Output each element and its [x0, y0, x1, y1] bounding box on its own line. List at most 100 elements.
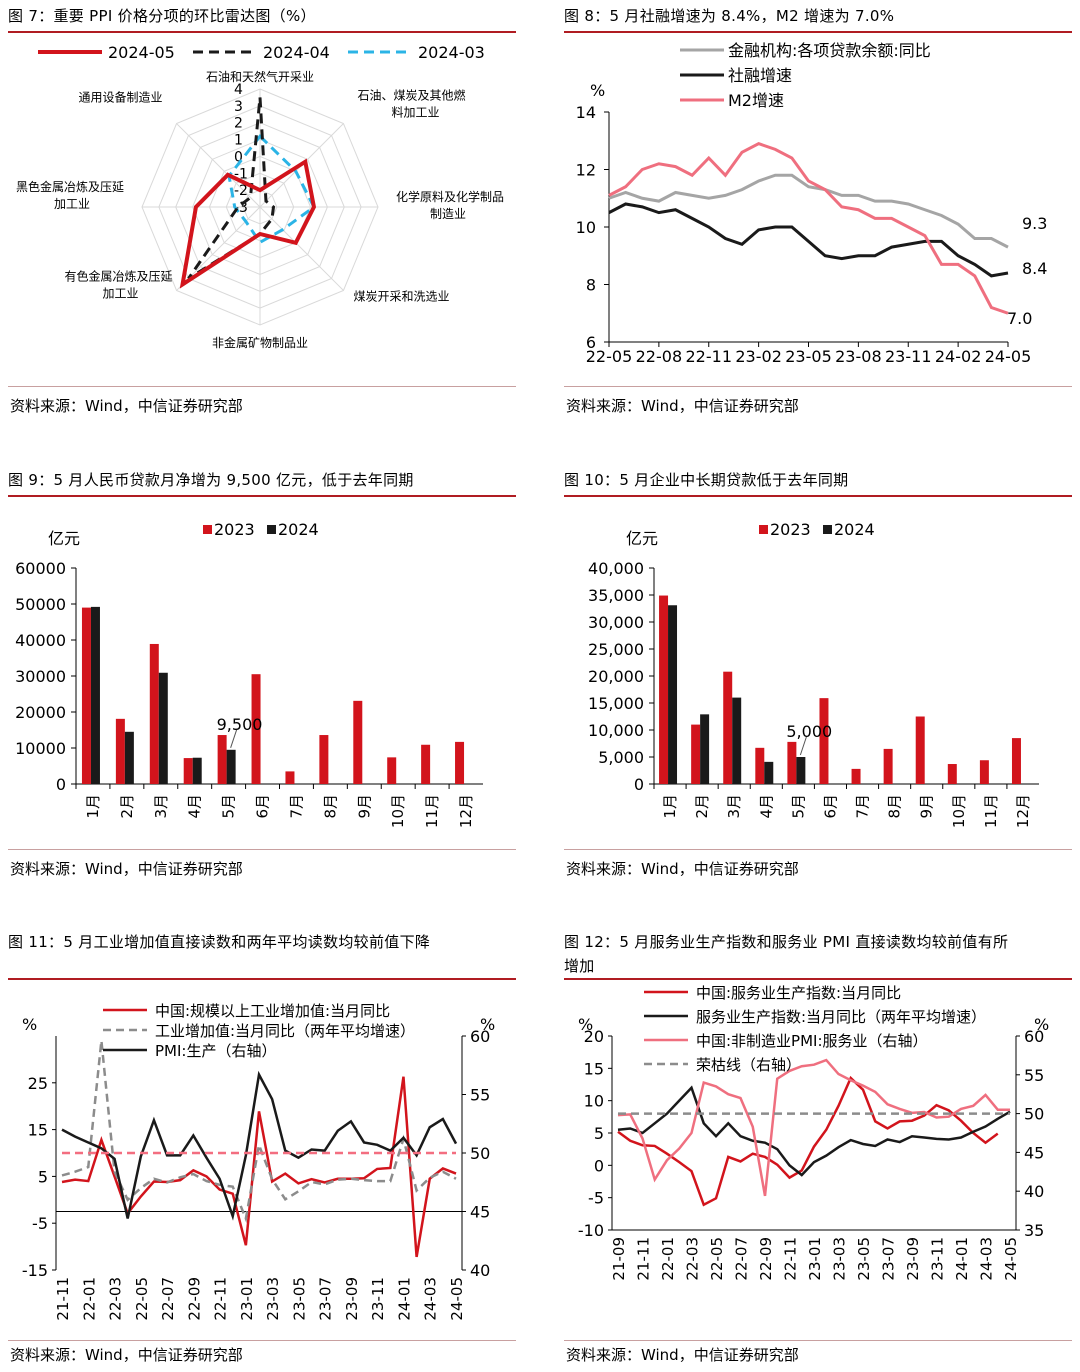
x-tick-label: 7月 [854, 794, 872, 819]
bar-2024-2月 [124, 731, 134, 784]
x-tick-label: 21-11 [635, 1237, 653, 1281]
radar-tick-label: 3 [234, 99, 243, 115]
bar-2024-1月 [90, 606, 100, 784]
x-tick-label: 24-01 [953, 1237, 971, 1281]
x-tick-label: 21-09 [610, 1237, 628, 1281]
x-tick-label: 24-01 [395, 1277, 413, 1321]
x-tick-label: 24-05 [1002, 1237, 1020, 1281]
legend-label-2023: 2023 [214, 520, 255, 539]
x-tick-label: 24-03 [978, 1237, 996, 1281]
figure-7-source: 资料来源：Wind，中信证券研究部 [10, 397, 243, 415]
end-value-label: 9.3 [1022, 214, 1047, 233]
bar-2024-5月 [226, 749, 236, 784]
left-y-tick-label: 15 [28, 1121, 48, 1140]
bar-2023-1月 [81, 607, 91, 784]
line-series-中国:服务业生产指数:当月同比 [617, 1075, 999, 1207]
x-tick-label: 10月 [950, 794, 968, 828]
x-tick-label: 9月 [355, 794, 373, 819]
figure-11-top-rule [8, 978, 516, 980]
bar-2023-8月 [883, 748, 893, 784]
left-y-tick-label: 15 [584, 1059, 604, 1078]
bar-2023-3月 [723, 671, 733, 784]
end-value-label: 8.4 [1022, 259, 1047, 278]
x-tick-label: 23-03 [831, 1237, 849, 1281]
x-tick-label: 8月 [321, 794, 339, 819]
y-tick-label: 25,000 [588, 640, 644, 659]
y-tick-label: 10000 [15, 739, 66, 758]
end-value-label: 7.0 [1007, 309, 1032, 328]
figure-8-bottom-rule [564, 386, 1072, 387]
y-tick-label: 40000 [15, 631, 66, 650]
y-tick-label: 35,000 [588, 586, 644, 605]
x-tick-label: 6月 [254, 794, 272, 819]
x-tick-label: 22-03 [684, 1237, 702, 1281]
legend-label: 金融机构:各项贷款余额:同比 [728, 41, 931, 60]
radar-tick-label: 4 [234, 82, 243, 98]
bar-2023-11月 [421, 744, 431, 784]
x-tick-label: 9月 [918, 794, 936, 819]
figure-11-bottom-rule [8, 1340, 516, 1341]
legend-label-2024: 2024 [834, 520, 875, 539]
bar-2023-8月 [319, 735, 329, 784]
x-tick-label: 7月 [287, 794, 305, 819]
x-tick-label: 22-08 [636, 347, 683, 366]
x-tick-label: 6月 [821, 794, 839, 819]
x-tick-label: 23-07 [317, 1277, 335, 1321]
bar-2024-3月 [732, 697, 742, 784]
x-tick-label: 23-02 [735, 347, 782, 366]
x-tick-label: 3月 [725, 794, 743, 819]
line-series-PMI:生产（右轴） [61, 1070, 458, 1221]
radar-axis-label: 石油、煤炭及其他燃 [357, 88, 465, 103]
bar-2023-11月 [979, 760, 989, 784]
annotation-leader [230, 729, 238, 748]
y-tick-label: 10 [576, 218, 596, 237]
x-tick-label: 24-03 [422, 1277, 440, 1321]
y-tick-label: 30,000 [588, 613, 644, 632]
y-tick-label: 40,000 [588, 559, 644, 578]
y-tick-label: 0 [56, 775, 66, 794]
x-tick-label: 22-01 [659, 1237, 677, 1281]
y-tick-label: 6 [586, 333, 596, 352]
left-y-tick-label: 20 [584, 1027, 604, 1046]
figure-10-top-rule [564, 495, 1072, 497]
right-y-tick-label: 55 [1024, 1066, 1044, 1085]
figure-7-top-rule [8, 31, 516, 33]
bar-2024-4月 [764, 761, 774, 784]
right-y-tick-label: 40 [470, 1261, 490, 1280]
figure-12-source: 资料来源：Wind，中信证券研究部 [566, 1346, 799, 1364]
y-tick-label: 12 [576, 161, 596, 180]
x-tick-label: 22-07 [159, 1277, 177, 1321]
x-tick-label: 22-01 [80, 1277, 98, 1321]
figure-12-top-rule [564, 978, 1072, 980]
left-y-tick-label: -15 [22, 1261, 48, 1280]
bar-2024-5月 [796, 757, 806, 784]
figure-9-top-rule [8, 495, 516, 497]
figure-12-bottom-rule [564, 1340, 1072, 1341]
figure-8-title: 图 8：5 月社融增速为 8.4%，M2 增速为 7.0% [564, 7, 895, 25]
figure-11-line-chart: % % -15 -5 5 15 25 40 45 50 55 60 21-11 22-01 22-03 22-… [22, 1002, 495, 1321]
x-tick-label: 12月 [1014, 794, 1032, 828]
legend-label-2024-04: 2024-04 [263, 43, 330, 62]
x-tick-label: 23-11 [369, 1277, 387, 1321]
radar-axis-label: 煤炭开采和洗选业 [353, 289, 449, 303]
figure-11-source: 资料来源：Wind，中信证券研究部 [10, 1346, 243, 1364]
x-tick-label: 22-05 [708, 1237, 726, 1281]
y-tick-label: 15,000 [588, 694, 644, 713]
figure-12-title-line-1: 图 12：5 月服务业生产指数和服务业 PMI 直接读数均较前值有所 [564, 933, 1009, 951]
y-tick-label: 30000 [15, 667, 66, 686]
radar-spoke [259, 206, 344, 291]
x-tick-label: 23-05 [855, 1237, 873, 1281]
bar-2023-10月 [387, 757, 397, 784]
legend-label: 荣枯线（右轴） [696, 1056, 801, 1074]
left-y-tick-label: 0 [594, 1156, 604, 1175]
bar-2023-4月 [183, 758, 193, 784]
x-tick-label: 10月 [389, 794, 407, 828]
left-y-axis-unit: % [22, 1015, 37, 1034]
x-tick-label: 2月 [693, 794, 711, 819]
figure-11-title: 图 11：5 月工业增加值直接读数和两年平均读数均较前值下降 [8, 933, 431, 951]
x-tick-label: 4月 [757, 794, 775, 819]
legend-label: M2增速 [728, 91, 784, 110]
figure-7-radar-chart: -3-2-101234石油和天然气开采业石油、煤炭及其他燃料加工业化学原料及化学… [16, 43, 504, 350]
left-y-tick-label: 5 [594, 1124, 604, 1143]
x-tick-label: 22-05 [586, 347, 633, 366]
